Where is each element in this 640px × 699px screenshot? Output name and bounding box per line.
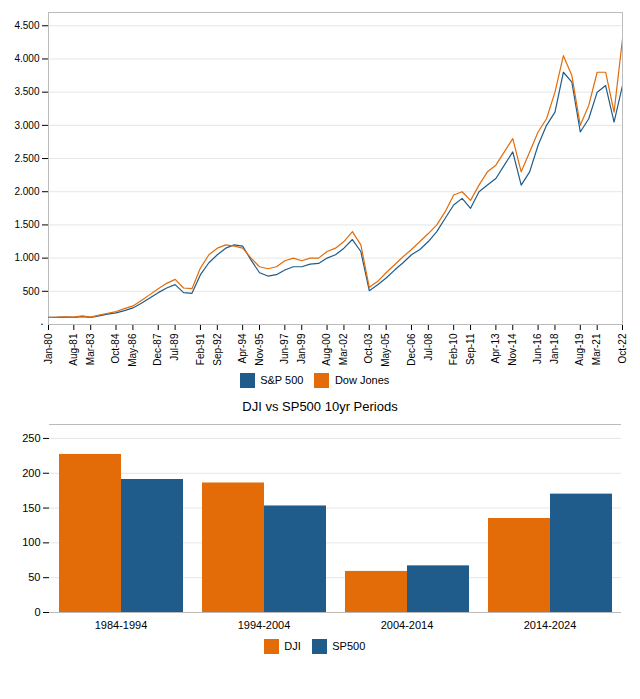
svg-text:1984-1994: 1984-1994	[95, 619, 148, 631]
svg-text:1994-2004: 1994-2004	[238, 619, 291, 631]
svg-text:Jan-18: Jan-18	[549, 333, 560, 364]
html-text:SP500: SP500	[332, 640, 366, 653]
svg-text:2.500: 2.500	[14, 153, 39, 164]
svg-text:2014-2024: 2014-2024	[524, 619, 577, 631]
svg-text:2004-2014: 2004-2014	[381, 619, 434, 631]
svg-text:Jun-16: Jun-16	[532, 333, 543, 364]
svg-text:Aug-19: Aug-19	[574, 333, 585, 366]
svg-text:100: 100	[22, 536, 40, 548]
svg-text:500: 500	[23, 286, 40, 297]
svg-text:Aug-81: Aug-81	[68, 333, 79, 366]
svg-text:Apr-94: Apr-94	[237, 333, 248, 363]
html-text:Dow Jones: Dow Jones	[334, 374, 390, 387]
svg-text:Jul-89: Jul-89	[169, 333, 180, 361]
svg-text:Sep-11: Sep-11	[465, 333, 476, 365]
svg-text:1.500: 1.500	[14, 219, 39, 230]
svg-text:200: 200	[22, 467, 40, 479]
svg-text:0: 0	[34, 606, 40, 618]
svg-text:3.000: 3.000	[14, 120, 39, 131]
svg-text:Jun-97: Jun-97	[279, 333, 290, 364]
svg-text:4.500: 4.500	[14, 20, 39, 31]
svg-text:Mar-83: Mar-83	[85, 333, 96, 365]
svg-text:Jul-08: Jul-08	[423, 333, 434, 361]
svg-text:Oct-22: Oct-22	[617, 333, 628, 363]
svg-text:Feb-10: Feb-10	[448, 333, 459, 365]
svg-text:Dec-87: Dec-87	[152, 333, 163, 366]
svg-text:3.500: 3.500	[14, 86, 39, 97]
svg-text:May-86: May-86	[127, 333, 138, 367]
svg-text:50: 50	[28, 571, 40, 583]
svg-text:2.000: 2.000	[14, 186, 39, 197]
svg-text:Dec-06: Dec-06	[406, 333, 417, 366]
svg-text:150: 150	[22, 502, 40, 514]
html-text:S&P 500: S&P 500	[260, 374, 304, 387]
svg-text:Feb-91: Feb-91	[195, 333, 206, 365]
svg-text:.: .	[40, 314, 43, 328]
svg-text:1.000: 1.000	[14, 252, 39, 263]
svg-text:May-05: May-05	[380, 333, 391, 367]
svg-text:4.000: 4.000	[14, 53, 39, 64]
svg-text:Oct-84: Oct-84	[110, 333, 121, 363]
svg-text:Jan-80: Jan-80	[43, 333, 54, 364]
svg-text:Mar-21: Mar-21	[591, 333, 602, 365]
svg-text:Mar-02: Mar-02	[338, 333, 349, 365]
svg-text:Jan-99: Jan-99	[296, 333, 307, 364]
svg-text:Oct-03: Oct-03	[363, 333, 374, 363]
svg-text:Apr-13: Apr-13	[490, 333, 501, 363]
svg-text:Sep-92: Sep-92	[212, 333, 223, 366]
html-text:DJI: DJI	[284, 640, 301, 653]
svg-text:250: 250	[22, 432, 40, 444]
svg-text:Nov-14: Nov-14	[507, 333, 518, 366]
svg-text:Aug-00: Aug-00	[321, 333, 332, 366]
html-text:DJI vs SP500 10yr Periods: DJI vs SP500 10yr Periods	[242, 399, 398, 414]
svg-text:Nov-95: Nov-95	[254, 333, 265, 366]
